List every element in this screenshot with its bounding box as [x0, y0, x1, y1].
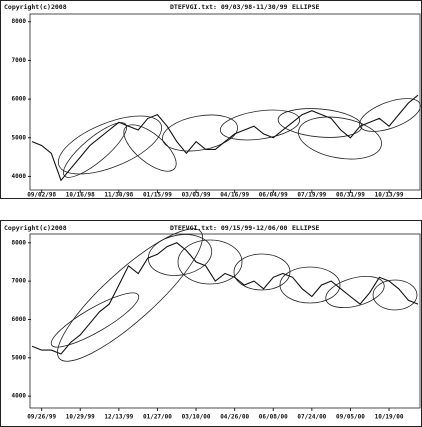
ellipse: [277, 108, 363, 138]
y-tick-label: 6000: [12, 316, 27, 323]
ellipse: [372, 279, 418, 311]
x-tick-label: 09/02/98: [27, 192, 56, 199]
price-line: [31, 94, 419, 182]
x-tick-label: 01/15/99: [143, 192, 172, 199]
x-tick-label: 07/24/00: [297, 414, 326, 421]
x-tick-label: 10/19/00: [375, 414, 404, 421]
x-tick-label: 09/26/99: [27, 414, 56, 421]
x-tick-label: 08/31/99: [336, 192, 365, 199]
y-tick-label: 7000: [12, 57, 27, 64]
plot-area: [29, 233, 421, 409]
copyright: Copyright(c)2008: [4, 224, 67, 232]
ellipse: [279, 266, 341, 304]
ellipse: [359, 98, 421, 132]
ellipse: [177, 239, 243, 285]
y-tick-label: 8000: [12, 18, 27, 25]
y-tick-label: 6000: [12, 96, 27, 103]
y-tick-label: 4000: [12, 393, 27, 400]
ellipse: [50, 292, 140, 348]
x-tick-label: 04/16/99: [220, 192, 249, 199]
copyright: Copyright(c)2008: [4, 3, 67, 11]
ellipse: [325, 276, 385, 308]
x-tick-label: 11/30/98: [104, 192, 133, 199]
method: ELLIPSE: [292, 224, 319, 232]
x-tick-label: 01/27/00: [143, 414, 172, 421]
ellipse: [219, 109, 301, 141]
ellipses: [50, 98, 421, 362]
y-tick-label: 5000: [12, 354, 27, 361]
x-tick-label: 07/19/99: [297, 192, 326, 199]
ellipse: [123, 124, 177, 172]
x-tick-label: 10/13/99: [375, 192, 404, 199]
ellipse: [63, 122, 127, 178]
x-tick-label: 12/13/99: [104, 414, 133, 421]
plot-area: [29, 13, 421, 191]
y-tick-label: 5000: [12, 134, 27, 141]
x-tick-label: 06/04/99: [259, 192, 288, 199]
method: ELLIPSE: [292, 3, 319, 11]
panel-frame: [0, 220, 422, 427]
y-tick-label: 8000: [12, 239, 27, 246]
ellipse: [57, 115, 163, 175]
y-tick-label: 7000: [12, 278, 27, 285]
price-line: [31, 242, 419, 355]
chart-title: DTEFVGI.txt: 09/15/99-12/06/00: [170, 224, 287, 232]
x-tick-label: 03/03/99: [182, 192, 211, 199]
x-tick-label: 03/10/00: [182, 414, 211, 421]
ellipse: [298, 116, 382, 160]
ellipse: [162, 114, 238, 152]
chart-title: DTEFVGI.txt: 09/03/98-11/30/99: [170, 3, 287, 11]
ellipse: [233, 253, 291, 291]
x-tick-label: 10/29/99: [66, 414, 95, 421]
panel-frame: [0, 0, 422, 199]
x-tick-label: 04/26/00: [220, 414, 249, 421]
ellipse: [57, 228, 203, 362]
x-tick-label: 06/08/00: [259, 414, 288, 421]
y-tick-label: 4000: [12, 173, 27, 180]
x-tick-label: 10/16/98: [66, 192, 95, 199]
x-tick-label: 09/05/00: [336, 414, 365, 421]
